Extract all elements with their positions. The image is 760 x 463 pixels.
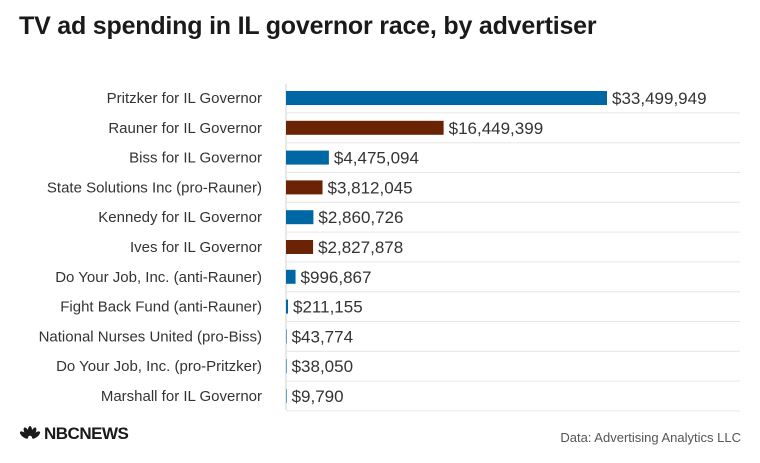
peacock-icon <box>19 426 41 442</box>
category-label: Pritzker for IL Governor <box>107 90 262 107</box>
value-label: $3,812,045 <box>328 178 413 197</box>
category-label: Kennedy for IL Governor <box>98 209 262 226</box>
bars <box>286 91 607 403</box>
gridlines <box>285 84 740 412</box>
value-label: $4,475,094 <box>334 149 419 168</box>
bar <box>286 240 314 254</box>
category-label: Marshall for IL Governor <box>101 388 262 405</box>
bar <box>286 329 287 344</box>
bar <box>286 269 296 284</box>
bar <box>286 359 287 374</box>
bar <box>286 150 329 165</box>
bar <box>286 299 289 314</box>
labels: Pritzker for IL Governor $33,499,949 Raune… <box>39 89 707 406</box>
category-label: Do Your Job, Inc. (anti-Rauner) <box>55 269 262 286</box>
value-label: $2,827,878 <box>318 238 403 257</box>
value-label: $996,867 <box>301 268 372 287</box>
category-label: Biss for IL Governor <box>129 150 262 167</box>
source-note: Data: Advertising Analytics LLC <box>560 430 741 445</box>
bar <box>286 389 287 403</box>
value-label: $211,155 <box>293 298 363 317</box>
value-label: $2,860,726 <box>318 208 403 227</box>
value-label: $38,050 <box>292 357 353 376</box>
category-label: Ives for IL Governor <box>130 239 262 256</box>
category-label: Fight Back Fund (anti-Rauner) <box>60 299 262 316</box>
chart-title: TV ad spending in IL governor race, by a… <box>19 12 597 40</box>
nbc-news-logo: NBCNEWS <box>19 424 129 444</box>
bar <box>286 210 314 225</box>
bar <box>286 91 607 105</box>
value-label: $16,449,399 <box>449 119 544 138</box>
bar <box>286 180 323 195</box>
category-label: Do Your Job, Inc. (pro-Pritzker) <box>56 358 262 375</box>
value-label: $33,499,949 <box>612 89 707 108</box>
bar <box>286 120 444 135</box>
category-label: State Solutions Inc (pro-Rauner) <box>47 179 262 196</box>
category-label: Rauner for IL Governor <box>108 120 262 137</box>
logo-text: NBCNEWS <box>44 424 129 443</box>
value-label: $43,774 <box>292 327 353 346</box>
category-label: National Nurses United (pro-Biss) <box>39 328 262 345</box>
value-label: $9,790 <box>292 387 344 406</box>
